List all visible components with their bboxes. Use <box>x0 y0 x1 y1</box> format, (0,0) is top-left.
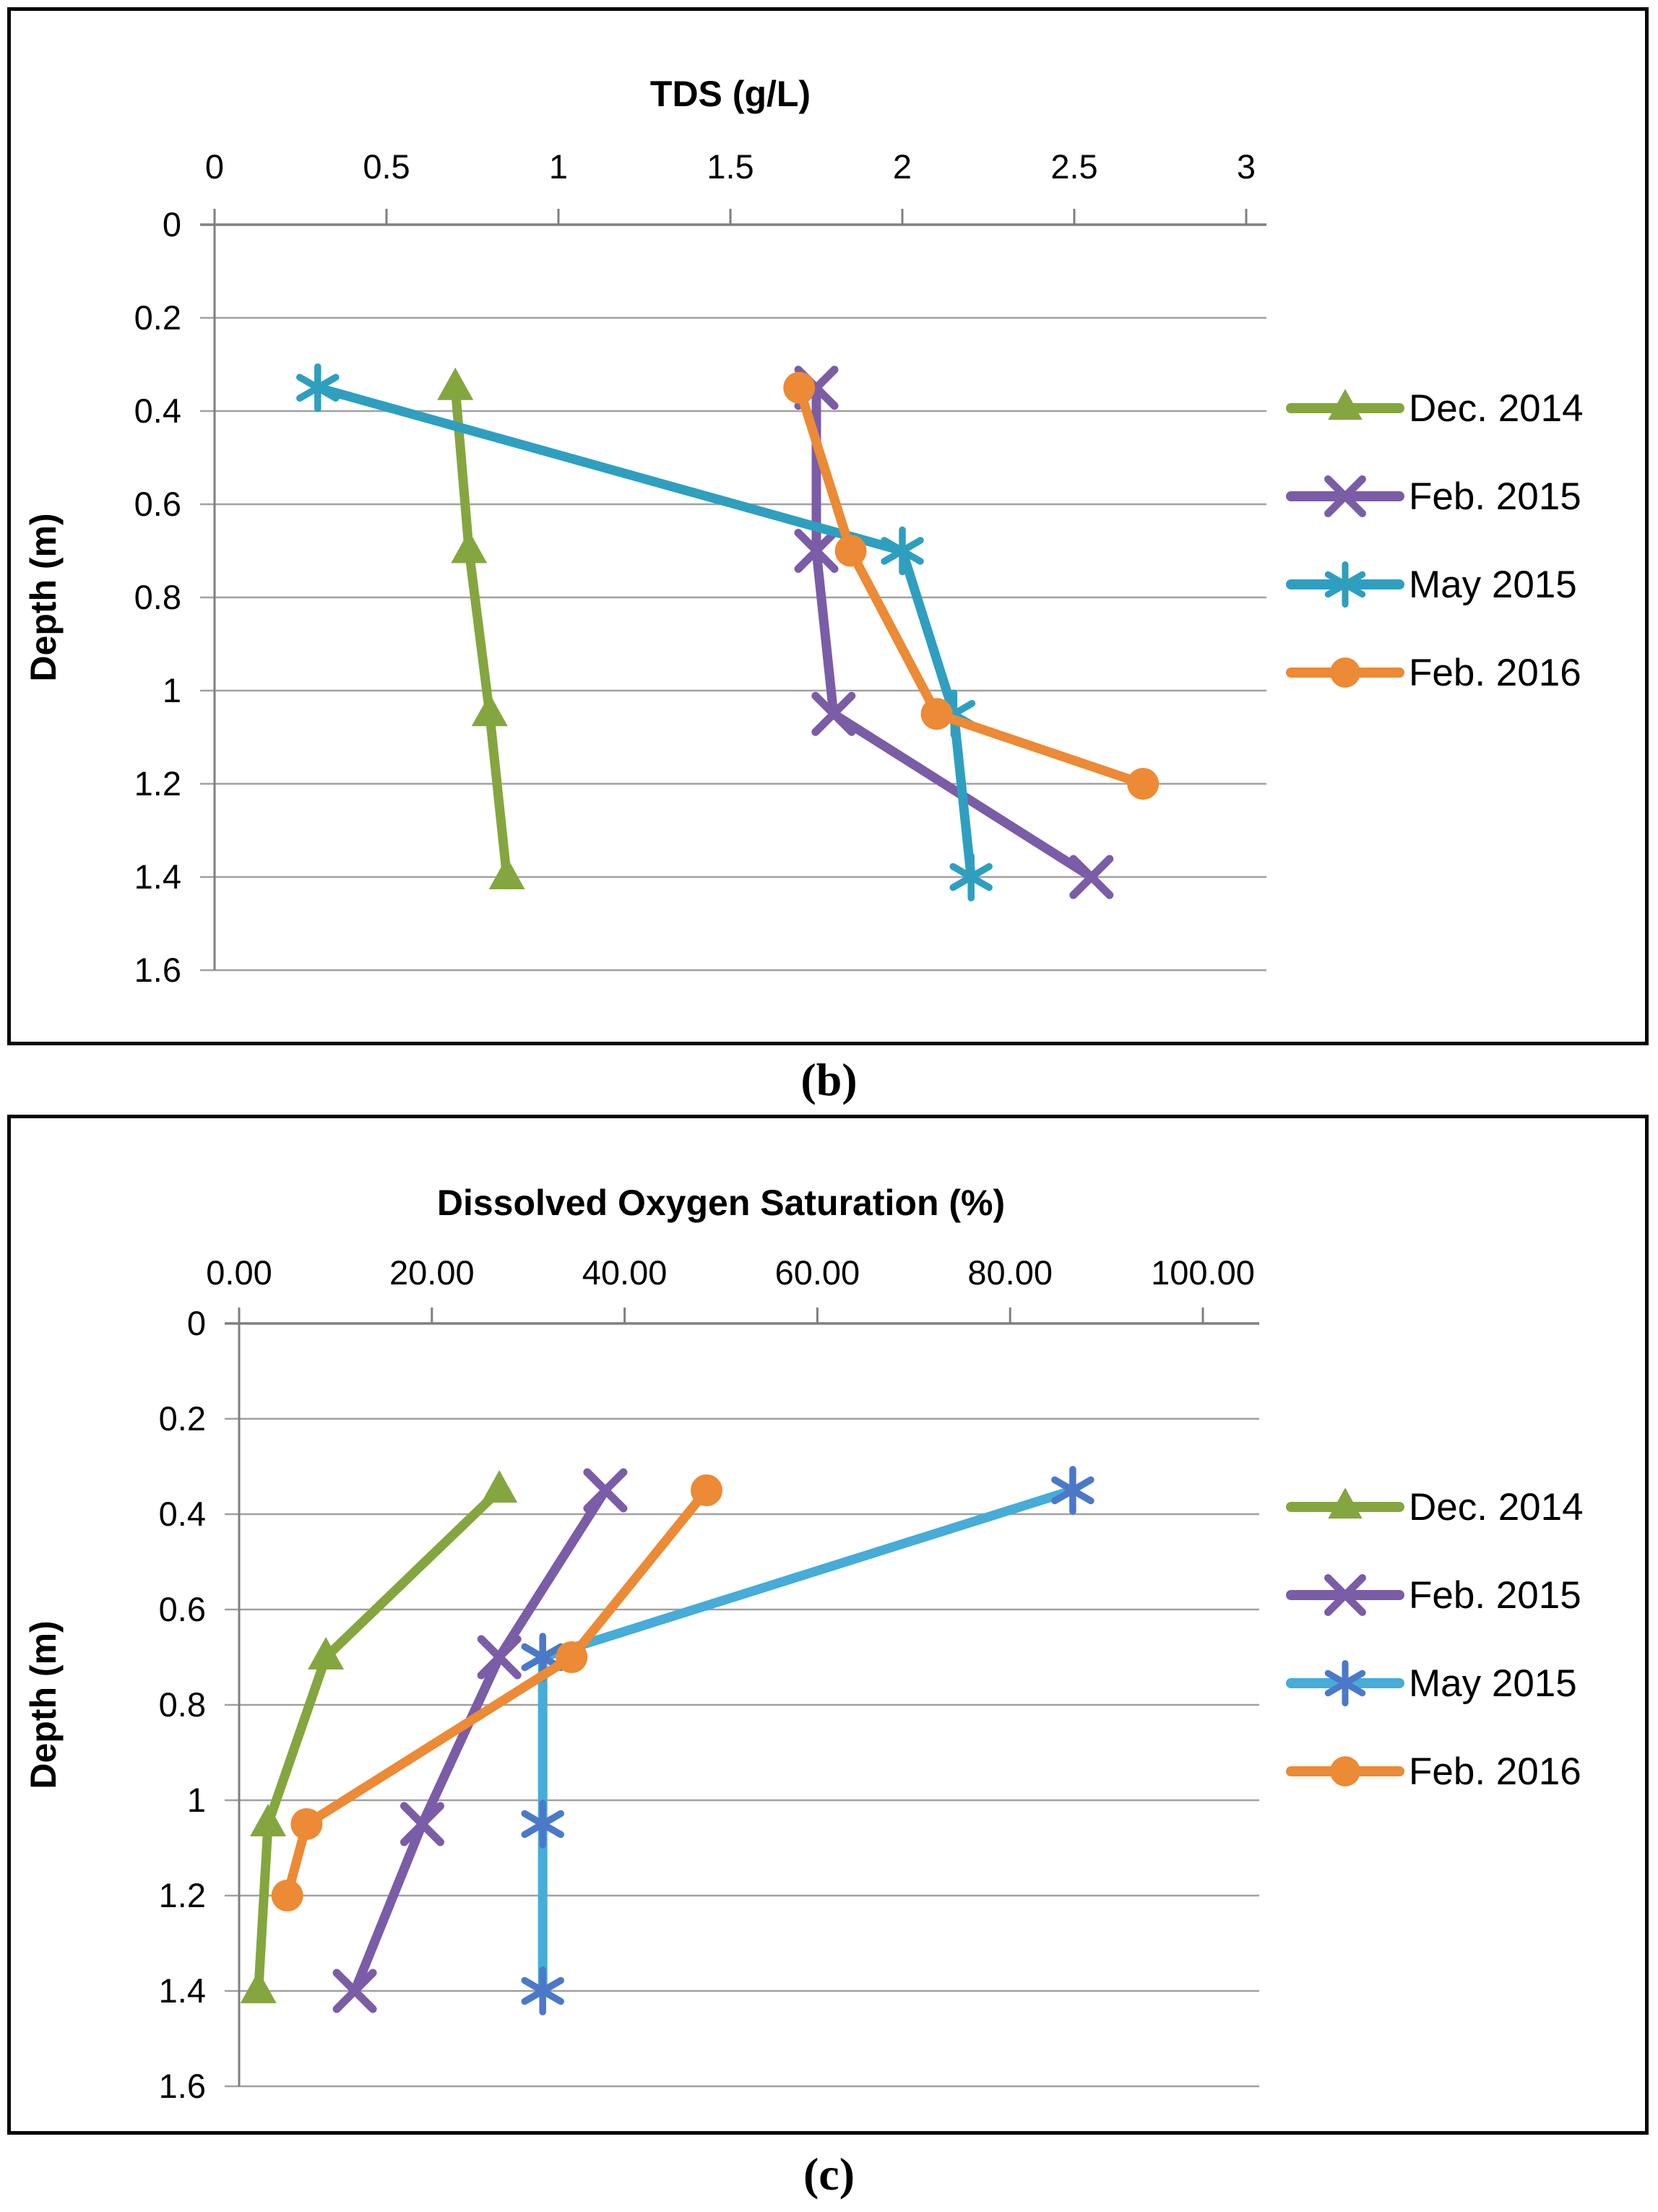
y-tick-labels: 0 0.2 0.4 0.6 0.8 1 1.2 1.4 1.6 <box>159 1304 206 2105</box>
legend-item-feb-2016: Feb. 2016 <box>1286 652 1581 694</box>
figure-panel-c: 0.00 20.00 40.00 60.00 80.00 100.00 0 0.2 0.4 0.6… <box>7 1115 1649 2135</box>
svg-text:May 2015: May 2015 <box>1409 1662 1577 1705</box>
svg-text:Feb. 2015: Feb. 2015 <box>1409 475 1581 518</box>
svg-text:Feb. 2016: Feb. 2016 <box>1409 1750 1581 1793</box>
legend-item-feb-2015: Feb. 2015 <box>1286 1574 1581 1617</box>
svg-text:1.6: 1.6 <box>134 951 181 989</box>
svg-text:0.5: 0.5 <box>363 147 410 186</box>
svg-text:0.6: 0.6 <box>159 1590 206 1628</box>
svg-text:1: 1 <box>163 671 181 709</box>
svg-text:2.5: 2.5 <box>1050 147 1097 186</box>
dissolved-oxygen-depth-profile-chart: 0.00 20.00 40.00 60.00 80.00 100.00 0 0.2 0.4 0.6… <box>23 1183 1584 2105</box>
series-feb-2016 <box>271 1474 722 1911</box>
legend-item-dec-2014: Dec. 2014 <box>1286 1486 1584 1529</box>
legend-item-feb-2016: Feb. 2016 <box>1286 1750 1581 1793</box>
svg-text:0.2: 0.2 <box>134 298 181 337</box>
svg-text:0.2: 0.2 <box>159 1399 206 1438</box>
tds-depth-profile-chart: 0 0.5 1 1.5 2 2.5 3 0 0.2 0.4 0.6 0.8 1 1.2 1.4 1.6 TDS … <box>23 74 1584 989</box>
svg-text:1.5: 1.5 <box>707 147 754 186</box>
y-tick-labels: 0 0.2 0.4 0.6 0.8 1 1.2 1.4 1.6 <box>134 205 181 989</box>
legend-item-feb-2015: Feb. 2015 <box>1286 475 1581 518</box>
legend: Dec. 2014 Feb. 2015 May 2015 Feb. 2016 <box>1286 1486 1584 1793</box>
svg-text:0.8: 0.8 <box>134 578 181 616</box>
series-feb-2015 <box>794 366 1114 899</box>
series-may-2015 <box>521 1466 1094 2016</box>
svg-text:0: 0 <box>205 147 224 186</box>
axes <box>200 209 1266 970</box>
y-axis-title: Depth (m) <box>23 513 64 681</box>
svg-text:Feb. 2015: Feb. 2015 <box>1409 1574 1581 1617</box>
svg-text:0.4: 0.4 <box>134 392 181 430</box>
svg-text:0: 0 <box>163 205 181 243</box>
axes <box>225 1308 1259 2086</box>
y-axis-title: Depth (m) <box>23 1620 64 1789</box>
svg-text:0: 0 <box>187 1304 206 1342</box>
x-axis-title: TDS (g/L) <box>650 74 811 114</box>
svg-text:3: 3 <box>1237 147 1256 186</box>
gridlines <box>200 316 1266 972</box>
svg-text:100.00: 100.00 <box>1151 1253 1255 1292</box>
series-dec-2014 <box>240 1470 518 2003</box>
svg-text:1.4: 1.4 <box>159 1971 206 2010</box>
svg-text:1.4: 1.4 <box>134 857 181 896</box>
svg-text:1: 1 <box>187 1781 206 1819</box>
svg-text:60.00: 60.00 <box>775 1253 860 1292</box>
x-axis-title: Dissolved Oxygen Saturation (%) <box>437 1183 1005 1223</box>
svg-text:May 2015: May 2015 <box>1409 563 1577 606</box>
x-tick-labels: 0 0.5 1 1.5 2 2.5 3 <box>205 147 1256 186</box>
svg-text:Depth (m): Depth (m) <box>23 513 64 681</box>
svg-text:1.2: 1.2 <box>134 764 181 803</box>
svg-text:Depth (m): Depth (m) <box>23 1620 64 1789</box>
svg-text:20.00: 20.00 <box>389 1253 475 1292</box>
svg-text:1.2: 1.2 <box>159 1876 206 1914</box>
svg-text:40.00: 40.00 <box>582 1253 668 1292</box>
series-feb-2016 <box>783 371 1160 800</box>
svg-text:Dec. 2014: Dec. 2014 <box>1409 387 1584 430</box>
figure-c-label: (c) <box>803 2148 855 2200</box>
gridlines <box>225 1417 1259 2088</box>
legend: Dec. 2014 Feb. 2015 May 2015 Feb. 2016 <box>1286 387 1584 694</box>
svg-text:2: 2 <box>893 147 912 186</box>
svg-text:0.00: 0.00 <box>206 1253 272 1292</box>
figure-panel-b: 0 0.5 1 1.5 2 2.5 3 0 0.2 0.4 0.6 0.8 1 1.2 1.4 1.6 TDS … <box>7 7 1649 1045</box>
svg-text:1.6: 1.6 <box>159 2067 206 2105</box>
svg-text:Feb. 2016: Feb. 2016 <box>1409 652 1581 694</box>
svg-text:80.00: 80.00 <box>967 1253 1053 1292</box>
figure-b-label: (b) <box>800 1054 858 1105</box>
svg-text:0.6: 0.6 <box>134 485 181 523</box>
svg-text:Dissolved Oxygen Saturation (%: Dissolved Oxygen Saturation (%) <box>437 1183 1005 1223</box>
series-may-2015 <box>296 363 993 902</box>
svg-text:Dec. 2014: Dec. 2014 <box>1409 1486 1584 1529</box>
x-tick-labels: 0.00 20.00 40.00 60.00 80.00 100.00 <box>206 1253 1255 1292</box>
svg-text:TDS (g/L): TDS (g/L) <box>650 74 811 114</box>
svg-text:0.4: 0.4 <box>159 1495 206 1533</box>
legend-item-may-2015: May 2015 <box>1286 1659 1577 1707</box>
legend-item-may-2015: May 2015 <box>1286 561 1577 608</box>
series-feb-2015 <box>332 1468 628 2013</box>
legend-item-dec-2014: Dec. 2014 <box>1286 387 1584 430</box>
svg-text:1: 1 <box>549 147 568 186</box>
series-dec-2014 <box>437 367 525 889</box>
svg-text:0.8: 0.8 <box>159 1685 206 1724</box>
